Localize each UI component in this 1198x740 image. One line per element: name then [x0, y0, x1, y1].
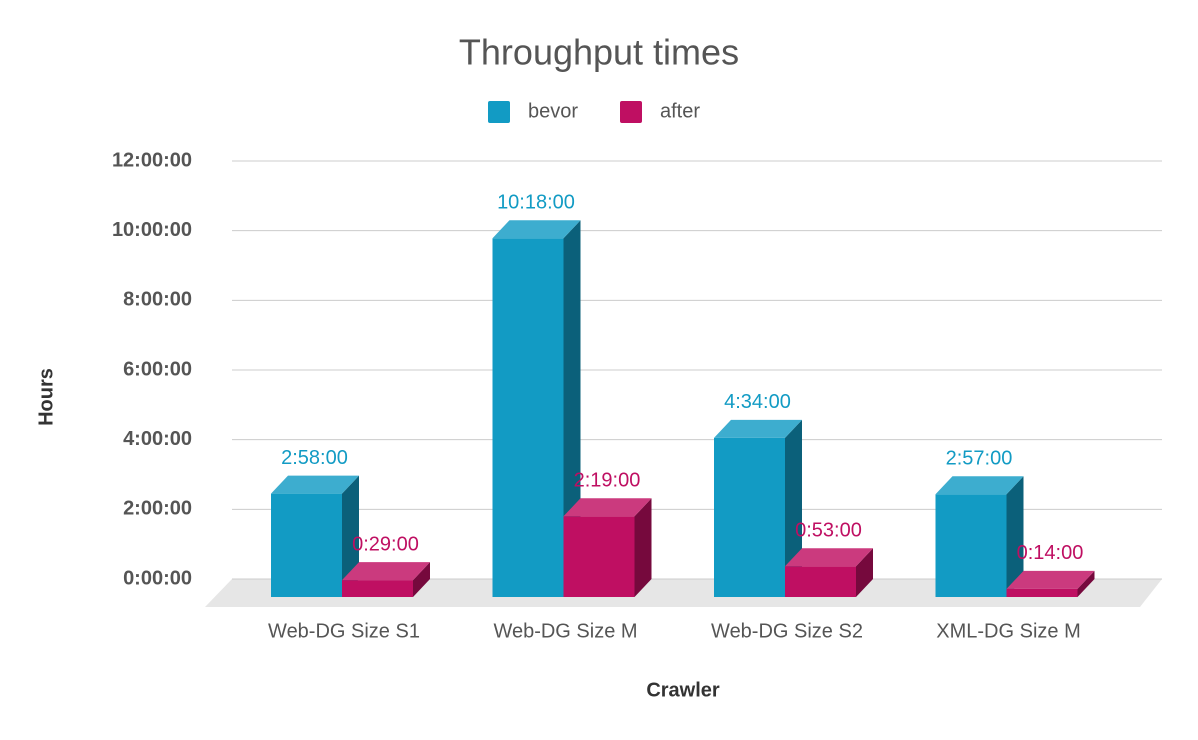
bar-top — [342, 562, 430, 581]
legend-swatch — [488, 101, 510, 123]
bar-side — [856, 548, 873, 597]
bar-top — [271, 475, 359, 494]
legend-label: after — [660, 100, 700, 122]
y-tick-label: 12:00:00 — [112, 149, 192, 171]
bar-side — [1077, 570, 1095, 597]
data-label: 2:57:00 — [946, 448, 1013, 470]
bar-side — [413, 562, 430, 597]
data-label: 0:14:00 — [1017, 542, 1084, 564]
bar — [492, 220, 581, 597]
data-label: 2:19:00 — [574, 470, 641, 492]
x-tick-label: Web-DG Size M — [493, 620, 637, 642]
floor — [205, 579, 1162, 607]
data-label: 0:53:00 — [795, 520, 862, 542]
y-tick-label: 6:00:00 — [123, 358, 192, 380]
y-tick-label: 8:00:00 — [123, 289, 192, 311]
legend-label: bevor — [528, 100, 578, 122]
bar-side — [785, 419, 802, 597]
x-tick-label: Web-DG Size S2 — [711, 620, 863, 642]
bar-top — [563, 498, 652, 517]
bar-top — [492, 220, 581, 239]
bar — [271, 475, 359, 597]
bar-front — [714, 437, 785, 597]
y-tick-label: 10:00:00 — [112, 219, 192, 241]
bar-front — [563, 516, 635, 597]
bar — [714, 419, 802, 597]
chart-title: Throughput times — [459, 32, 739, 73]
bar-top — [935, 476, 1024, 495]
y-axis-title: Hours — [35, 368, 57, 426]
y-tick-label: 4:00:00 — [123, 428, 192, 450]
bar-top — [785, 548, 873, 567]
data-label: 10:18:00 — [497, 191, 575, 213]
data-label: 2:58:00 — [281, 447, 348, 469]
y-tick-label: 2:00:00 — [123, 498, 192, 520]
bar-front — [342, 580, 413, 597]
bar — [935, 476, 1024, 597]
bar-side — [634, 498, 652, 597]
bar-front — [492, 238, 564, 597]
bar-front — [935, 494, 1007, 597]
legend-swatch — [620, 101, 642, 123]
bar — [563, 498, 652, 597]
bar-top — [1006, 570, 1095, 589]
bar — [1006, 570, 1095, 597]
x-tick-label: Web-DG Size S1 — [268, 620, 420, 642]
bar-front — [1006, 588, 1078, 597]
y-tick-label: 0:00:00 — [123, 567, 192, 589]
bar — [342, 562, 430, 597]
bar-side — [342, 475, 359, 597]
bar — [785, 548, 873, 597]
x-axis-title: Crawler — [646, 679, 720, 701]
data-label: 0:29:00 — [352, 533, 419, 555]
bar-side — [1006, 476, 1024, 597]
bar-top — [714, 419, 802, 438]
data-label: 4:34:00 — [724, 391, 791, 413]
x-tick-label: XML-DG Size M — [936, 620, 1080, 642]
bar-front — [785, 566, 856, 597]
bar-front — [271, 493, 342, 597]
